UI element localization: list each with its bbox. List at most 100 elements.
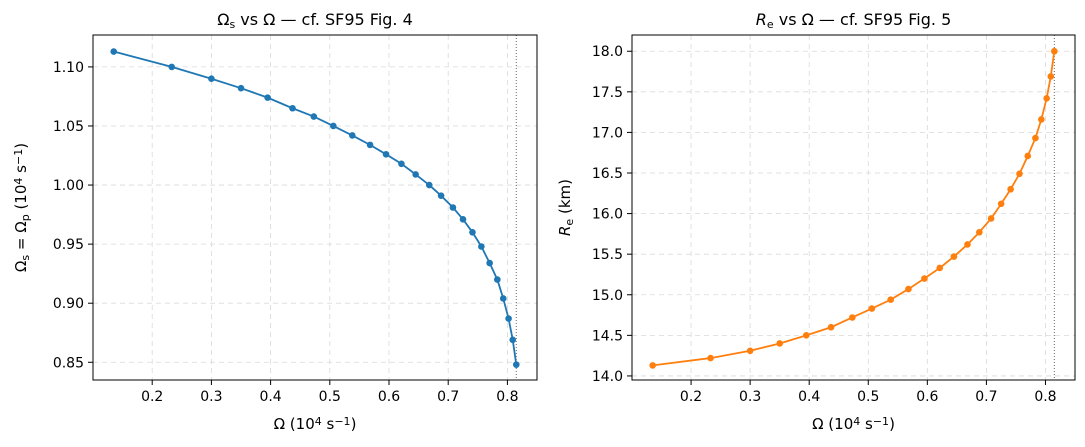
data-point: [1016, 170, 1023, 178]
data-point: [237, 84, 245, 92]
data-point: [486, 259, 493, 267]
label-part: −1: [334, 415, 350, 428]
data-point: [469, 229, 476, 236]
label-part: Ω (10: [274, 415, 315, 433]
data-point: [348, 132, 356, 139]
y-axis-label: Ωs = Ωp (104 s−1): [12, 143, 32, 272]
data-point: [1024, 152, 1032, 160]
y-tick-label: 0.85: [53, 355, 84, 371]
label-part: Ω: [12, 261, 30, 272]
data-point: [776, 340, 783, 347]
label-part: ): [889, 415, 895, 433]
data-point: [997, 200, 1005, 208]
y-tick-label: 17.0: [592, 125, 623, 141]
data-point: [905, 285, 912, 293]
label-part: ): [351, 415, 357, 433]
x-tick-label: 0.4: [259, 389, 281, 405]
x-tick-label: 0.6: [378, 389, 400, 405]
x-tick-label: 0.8: [1034, 389, 1056, 405]
x-tick-label: 0.2: [680, 389, 702, 405]
data-point: [936, 264, 944, 272]
x-tick-label: 0.7: [975, 389, 997, 405]
label-part: Ω (10: [812, 415, 853, 433]
data-point: [868, 305, 876, 312]
y-tick-label: 15.0: [592, 288, 623, 304]
data-point: [1038, 116, 1045, 123]
y-tick-label: 16.5: [592, 166, 623, 182]
data-point: [649, 362, 656, 369]
data-point: [208, 75, 215, 83]
data-point: [827, 323, 835, 331]
label-part: s: [229, 18, 235, 31]
x-tick-label: 0.8: [496, 389, 518, 405]
x-axis-label: Ω (104 s−1): [274, 415, 357, 433]
label-part: Ω: [217, 10, 229, 29]
data-point: [289, 104, 296, 112]
chart-omega-s-vs-omega: 0.2 0.3 0.4 0.5 0.6 0.7 0.8 0.85 0.90 0.95 1.00 1.0…: [12, 10, 538, 433]
y-tick-label: 1.00: [53, 178, 84, 194]
chart-title: Ωs vs Ω — cf. SF95 Fig. 4: [217, 10, 413, 31]
data-point: [110, 48, 118, 55]
y-tick-label: 1.05: [53, 119, 84, 135]
x-tick-label: 0.7: [437, 389, 459, 405]
data-point: [499, 295, 507, 302]
data-point: [802, 332, 810, 339]
x-tick-label: 0.6: [916, 389, 938, 405]
label-part: 4: [315, 415, 322, 428]
data-point: [459, 216, 467, 223]
data-point: [746, 347, 754, 355]
x-tick-label: 0.5: [857, 389, 879, 405]
x-tick-label: 0.2: [141, 389, 163, 405]
label-part: (km): [556, 179, 574, 219]
data-point: [921, 275, 928, 282]
x-tick-label: 0.3: [739, 389, 761, 405]
data-point: [1032, 134, 1039, 142]
label-part: R: [556, 226, 574, 236]
data-point: [964, 241, 971, 248]
label-part: vs Ω — cf. SF95 Fig. 4: [235, 10, 413, 29]
data-point: [505, 315, 512, 322]
label-part: 4: [853, 415, 860, 428]
label-part: (10: [12, 185, 30, 215]
y-tick-label: 14.5: [592, 328, 623, 344]
label-part: s: [12, 165, 30, 178]
data-point: [1043, 95, 1050, 102]
plot-frame: [92, 34, 538, 381]
data-point: [1051, 47, 1058, 55]
label-part: s: [860, 415, 873, 433]
data-point: [382, 151, 390, 158]
x-tick-label: 0.4: [798, 389, 820, 405]
data-point: [437, 192, 445, 199]
x-tick-label: 0.3: [200, 389, 222, 405]
y-tick-label: 1.10: [53, 60, 84, 76]
data-point: [366, 141, 374, 149]
y-tick-label: 16.0: [592, 207, 623, 223]
data-point: [1007, 185, 1014, 193]
data-point: [478, 243, 485, 250]
label-part: −1: [873, 415, 889, 428]
y-tick-label: 0.90: [53, 296, 84, 312]
data-point: [425, 181, 433, 189]
y-tick-label: 0.95: [53, 237, 84, 253]
label-part: −1: [12, 149, 25, 165]
data-point: [887, 296, 895, 303]
data-point: [1047, 73, 1055, 80]
data-point: [707, 354, 714, 362]
y-axis-label: Re (km): [556, 179, 576, 236]
data-point: [849, 314, 856, 321]
label-part: vs Ω — cf. SF95 Fig. 5: [774, 10, 952, 29]
label-part: p: [19, 214, 32, 221]
data-point: [330, 122, 337, 130]
chart-re-vs-omega: 0.2 0.3 0.4 0.5 0.6 0.7 0.8 14.0 14.5 15.0 15.5 16.…: [556, 10, 1076, 433]
label-part: s: [322, 415, 335, 433]
label-part: e: [563, 219, 576, 226]
label-part: R: [756, 10, 767, 29]
chart-title: Re vs Ω — cf. SF95 Fig. 5: [756, 10, 952, 31]
data-point: [512, 361, 520, 368]
data-point: [976, 228, 983, 236]
data-point: [398, 160, 405, 168]
label-part: e: [767, 18, 774, 31]
y-tick-label: 14.0: [592, 369, 623, 385]
label-part: = Ω: [12, 221, 30, 255]
data-point: [509, 336, 517, 344]
